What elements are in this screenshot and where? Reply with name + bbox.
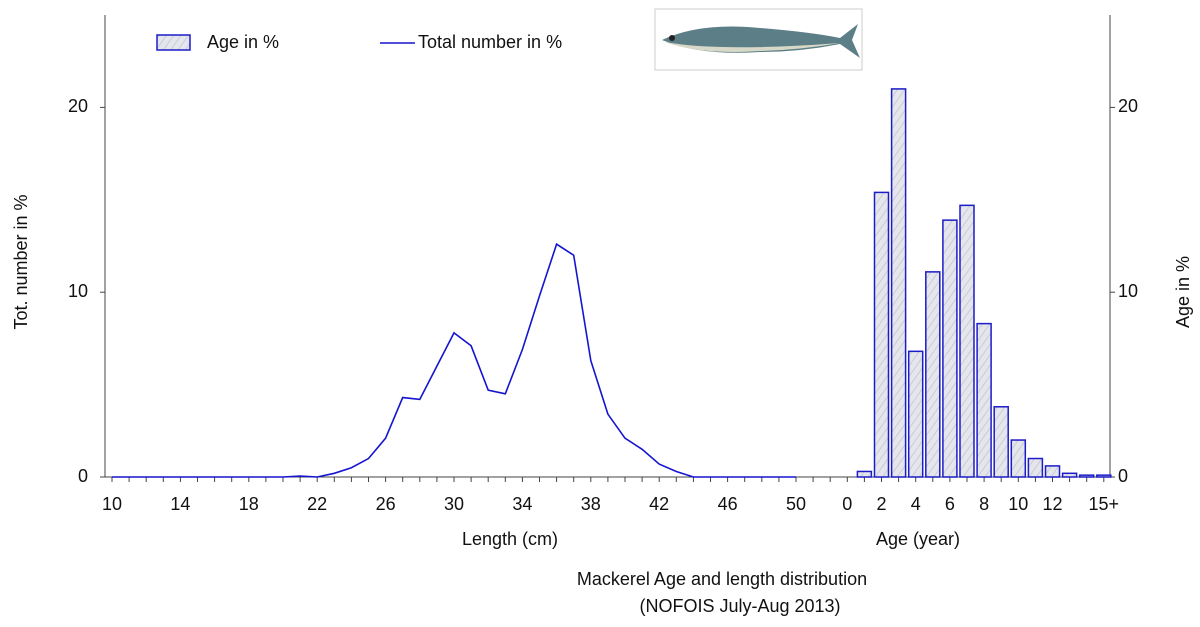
y2-tick-label: 10 (1118, 281, 1138, 301)
bar (976, 322, 992, 478)
bar (856, 470, 873, 478)
x-tick-label: 38 (581, 494, 601, 514)
y-tick-label: 0 (78, 466, 88, 486)
y-axis-title: Tot. number in % (11, 194, 31, 329)
legend-label: Age in % (207, 32, 279, 52)
x-tick-label: 4 (911, 494, 921, 514)
x-tick-label: 10 (1008, 494, 1028, 514)
fish-image (654, 8, 863, 71)
x-tick-label: 34 (512, 494, 532, 514)
x-tick-label: 6 (945, 494, 955, 514)
legend-label: Total number in % (418, 32, 562, 52)
x-tick-label: 8 (979, 494, 989, 514)
x-tick-label: 26 (376, 494, 396, 514)
x-tick-label: 0 (842, 494, 852, 514)
x-tick-label: 12 (1042, 494, 1062, 514)
bar (873, 191, 890, 478)
bar (993, 406, 1009, 478)
line (112, 242, 796, 478)
y-tick-label: 10 (68, 281, 88, 301)
x-tick-label: 46 (718, 494, 738, 514)
y2-tick-label: 20 (1118, 96, 1138, 116)
bar (1044, 465, 1061, 478)
bar (959, 204, 975, 478)
x-tick-label: 18 (239, 494, 259, 514)
y-tick-label: 20 (68, 96, 88, 116)
y2-tick-label: 0 (1118, 466, 1128, 486)
bar (907, 350, 924, 478)
chart-subtitle: (NOFOIS July-Aug 2013) (639, 596, 840, 616)
x-tick-label: 50 (786, 494, 806, 514)
x-tick-label: 2 (876, 494, 886, 514)
bar (942, 219, 958, 478)
x-tick-label: 15+ (1089, 494, 1120, 514)
x-tick-label: 14 (170, 494, 190, 514)
x-tick-label: 30 (444, 494, 464, 514)
y2-axis-title: Age in % (1173, 256, 1193, 328)
bar (1027, 457, 1044, 478)
bar (1096, 474, 1112, 478)
bar (1010, 439, 1027, 478)
legend-swatch (156, 34, 191, 51)
x-tick-label: 22 (307, 494, 327, 514)
bar (925, 271, 941, 478)
chart-title: Mackerel Age and length distribution (577, 569, 867, 589)
bar (1078, 474, 1095, 478)
x-axis-title: Length (cm) (462, 529, 558, 549)
x-tick-label: 42 (649, 494, 669, 514)
bar (1061, 472, 1078, 478)
bar (890, 88, 907, 478)
x-tick-label: 10 (102, 494, 122, 514)
x-axis-title: Age (year) (876, 529, 960, 549)
